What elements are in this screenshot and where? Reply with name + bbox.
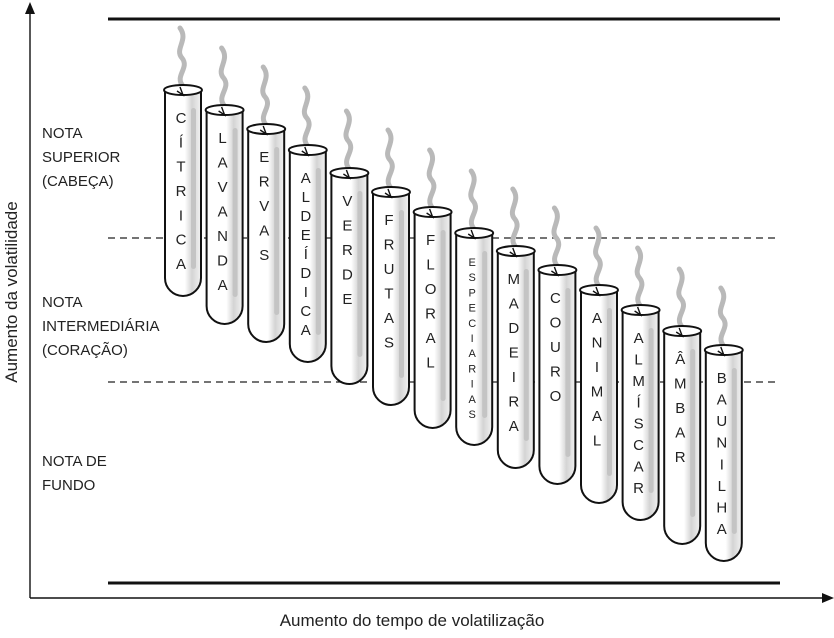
tube-lip (717, 346, 726, 357)
vapor-wisp-icon (218, 45, 229, 109)
vapor-wisp-icon (593, 225, 603, 289)
tube-lip (343, 169, 351, 180)
vapor-wisp-icon (426, 147, 437, 211)
vapor-wisp-icon (385, 127, 395, 191)
test-tubes: C Í T R I C A L A V A N D A E R V A S A L D E Í D I C A V E R D E F R U T A S F… (163, 25, 744, 562)
x-axis-arrow-icon (822, 593, 834, 603)
tube-highlight (440, 230, 446, 401)
tube-highlight (232, 128, 238, 297)
y-axis-title: Aumento da volatilidade (2, 201, 21, 382)
vapor-wisp-icon (509, 186, 520, 250)
vapor-wisp-icon (177, 25, 187, 89)
vapor-wisp-icon (634, 245, 645, 309)
tube-highlight (731, 368, 737, 534)
tube-highlight (648, 328, 654, 493)
tube-lip (592, 286, 601, 297)
tube-lip (176, 86, 185, 97)
tube-lip (509, 247, 518, 258)
tube-lip (384, 188, 393, 199)
tube-lip (467, 229, 476, 240)
vapor-wisp-icon (676, 266, 686, 330)
tube-highlight (482, 251, 488, 418)
zone-labels: NOTA SUPERIOR (CABEÇA) NOTA INTERMEDIÁRI… (42, 125, 163, 494)
x-axis-title: Aumento do tempo de volatilização (280, 611, 545, 630)
tube-highlight (565, 288, 571, 457)
tube-lip (551, 266, 559, 277)
vapor-wisp-icon (343, 108, 354, 172)
tube-highlight (357, 191, 363, 357)
vapor-wisp-icon (717, 285, 728, 349)
tube-lip (301, 146, 310, 157)
tube-lip (218, 106, 227, 117)
tube-highlight (399, 210, 404, 378)
tube-lip (259, 125, 268, 136)
tube-lip (426, 208, 435, 219)
vapor-wisp-icon (468, 168, 478, 232)
vapor-wisp-icon (260, 64, 270, 128)
zone-label-base: NOTA DE FUNDO (42, 453, 111, 494)
tube-lip (675, 327, 684, 338)
tube-highlight (191, 108, 196, 269)
y-axis-arrow-icon (25, 2, 35, 14)
tube-lip (634, 306, 643, 317)
zone-label-top: NOTA SUPERIOR (CABEÇA) (42, 125, 125, 190)
tube-highlight (274, 147, 280, 315)
zone-label-middle: NOTA INTERMEDIÁRIA (CORAÇÃO) (42, 294, 163, 359)
tube-highlight (315, 168, 321, 335)
tube-highlight (690, 349, 696, 517)
tube-highlight (607, 308, 612, 476)
tube-highlight (523, 269, 529, 441)
vapor-wisp-icon (551, 205, 562, 269)
vapor-wisp-icon (301, 85, 312, 149)
